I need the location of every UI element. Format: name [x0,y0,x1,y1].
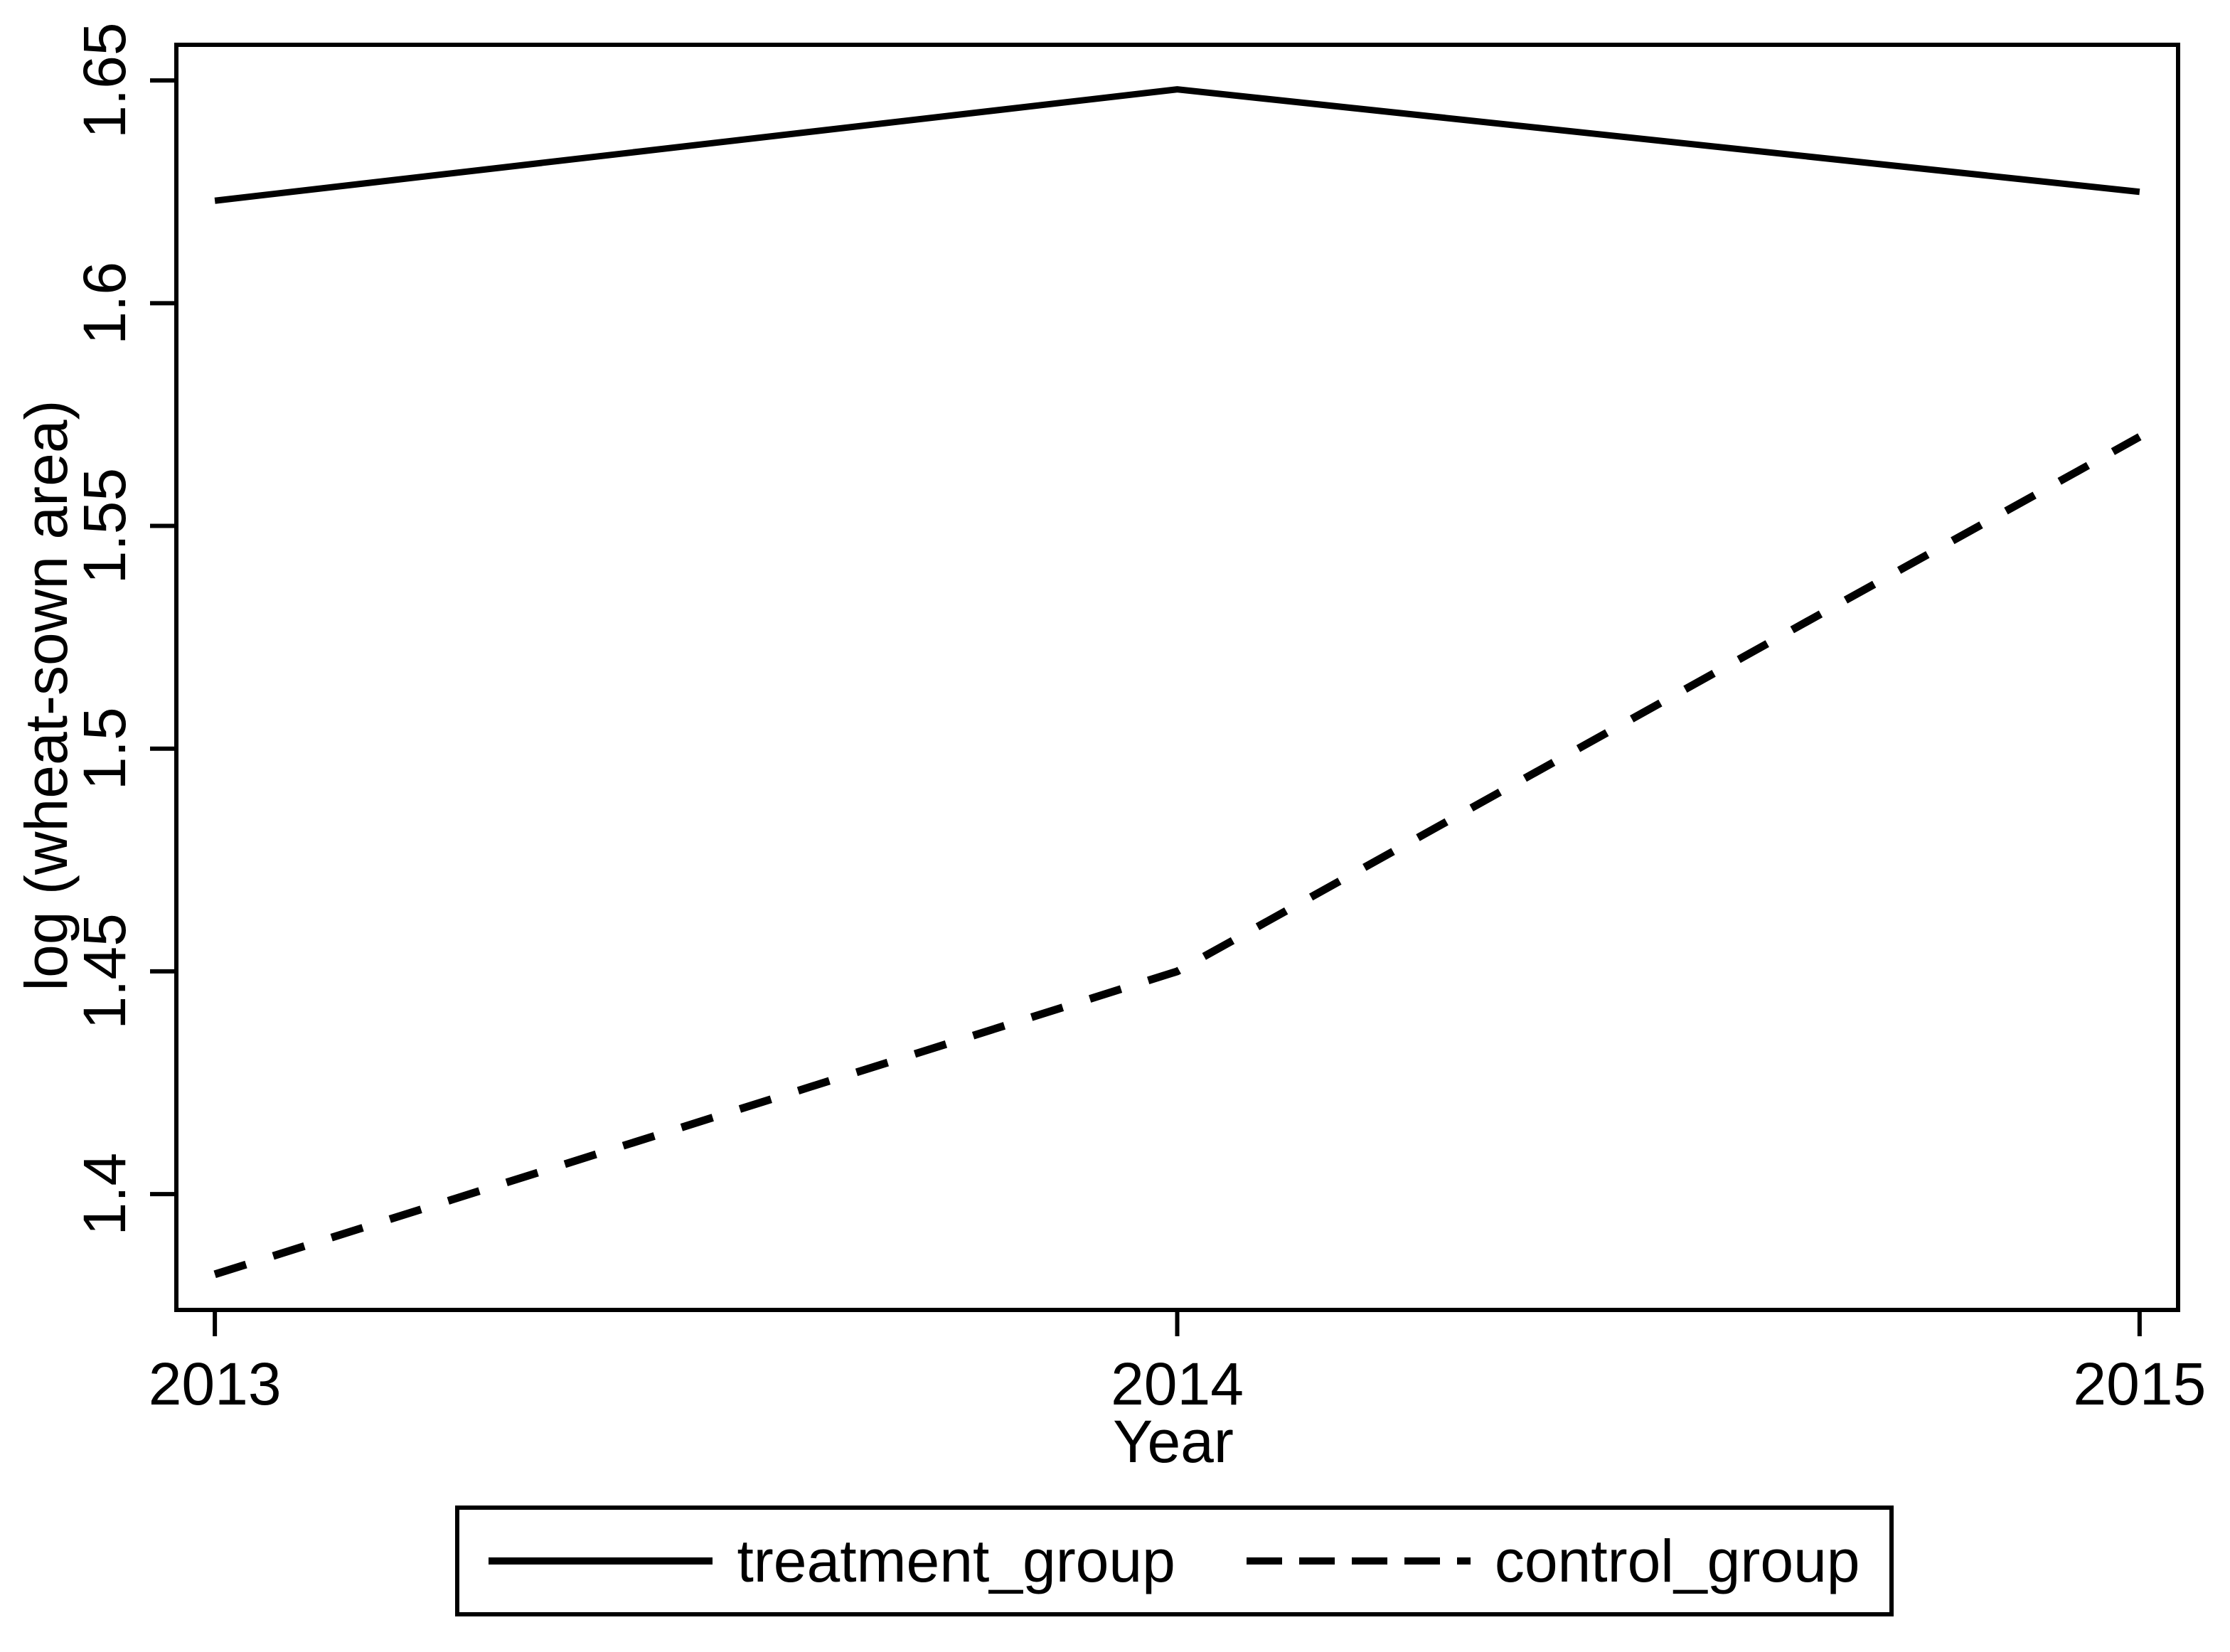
x-tick-label: 2014 [1111,1350,1244,1417]
y-tick-label: 1.4 [71,1153,138,1236]
y-tick-label: 1.5 [71,707,138,790]
y-tick-label: 1.65 [71,22,138,139]
legend-label-treatment-group: treatment_group [737,1527,1175,1594]
legend: treatment_group control_group [455,1506,1894,1616]
y-tick-label: 1.55 [71,468,138,585]
y-axis-title: log (wheat-sown area) [13,400,80,991]
y-tick-label: 1.6 [71,262,138,345]
y-tick-label: 1.45 [71,913,138,1030]
x-axis-title: Year [1113,1408,1234,1475]
series-line-treatment_group [214,86,2140,204]
x-tick-label: 2013 [149,1350,282,1417]
series-line-control_group [213,433,2142,1279]
dashed-line-swatch-icon [1246,1557,1471,1565]
x-tick-label: 2015 [2073,1350,2206,1417]
plot-area: 1.4 1.45 1.5 1.55 1.6 1.65 2013 2014 2015 [71,22,2206,1417]
legend-label-control-group: control_group [1494,1527,1860,1594]
plot-border [174,43,2180,1312]
solid-line-swatch-icon [489,1557,713,1565]
legend-item-control-group: control_group [1246,1527,1860,1596]
legend-item-treatment-group: treatment_group [489,1527,1175,1596]
